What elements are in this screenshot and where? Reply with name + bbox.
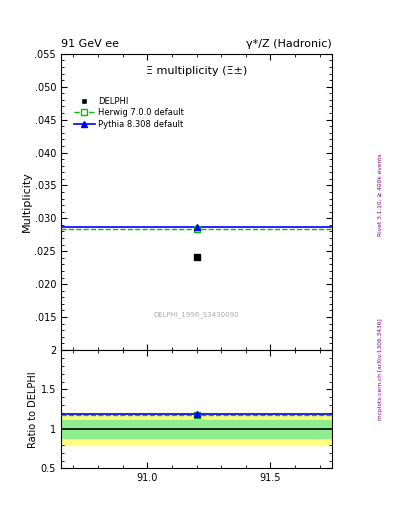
Bar	[61, 419, 332, 438]
Text: 91 GeV ee: 91 GeV ee	[61, 38, 119, 49]
Y-axis label: Multiplicity: Multiplicity	[22, 172, 32, 232]
Y-axis label: Ratio to DELPHI: Ratio to DELPHI	[28, 371, 38, 447]
Text: Rivet 3.1.10, ≥ 400k events: Rivet 3.1.10, ≥ 400k events	[378, 153, 383, 236]
Text: DELPHI_1996_S3430090: DELPHI_1996_S3430090	[154, 311, 239, 318]
Legend: DELPHI, Herwig 7.0.0 default, Pythia 8.308 default: DELPHI, Herwig 7.0.0 default, Pythia 8.3…	[70, 94, 187, 132]
Bar	[61, 413, 332, 445]
Text: γ*/Z (Hadronic): γ*/Z (Hadronic)	[246, 38, 332, 49]
Text: Ξ multiplicity (Ξ±): Ξ multiplicity (Ξ±)	[146, 66, 247, 76]
Text: mcplots.cern.ch [arXiv:1306.3436]: mcplots.cern.ch [arXiv:1306.3436]	[378, 318, 383, 419]
